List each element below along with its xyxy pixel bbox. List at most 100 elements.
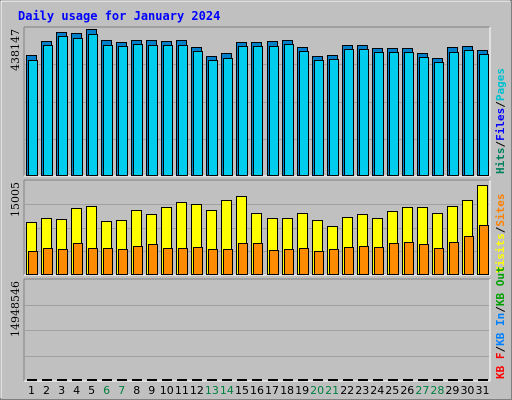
day-label: 5	[88, 384, 95, 397]
bar-sites	[103, 248, 113, 275]
bar-kb-f	[42, 379, 52, 381]
day-label: 11	[175, 384, 189, 397]
bar-sites	[344, 247, 354, 275]
legend-item: Sites	[494, 194, 507, 227]
bar-sites	[238, 243, 248, 275]
bar-kb-f	[237, 379, 247, 381]
bar-kb-f	[328, 379, 338, 381]
bar-sites	[464, 236, 474, 275]
bar-files	[449, 52, 459, 176]
bar-sites	[389, 243, 399, 275]
day-label: 23	[355, 384, 369, 397]
bar-kb-f	[207, 379, 217, 381]
bar-files	[148, 45, 158, 176]
bar-sites	[374, 247, 384, 275]
bar-sites	[193, 247, 203, 275]
day-label: 12	[190, 384, 204, 397]
day-label: 16	[250, 384, 264, 397]
chart-panels: 438147Hits/Files/Pages15005Visits/Sites1…	[9, 26, 507, 382]
bar-sites	[314, 251, 324, 275]
ytick-label: 14948546	[9, 281, 22, 337]
bar-files	[58, 36, 68, 176]
bar-kb-f	[418, 379, 428, 381]
bar-sites	[43, 248, 53, 275]
day-label: 9	[148, 384, 155, 397]
bar-sites	[269, 250, 279, 275]
bar-sites	[253, 243, 263, 275]
day-label: 10	[160, 384, 174, 397]
bar-kb-f	[478, 379, 488, 381]
bar-sites	[178, 248, 188, 275]
day-label: 4	[73, 384, 80, 397]
legend-kbytes: KB F/KB In/KB Out	[494, 266, 507, 379]
day-label: 7	[118, 384, 125, 397]
bar-kb-f	[463, 379, 473, 381]
bar-kb-f	[268, 379, 278, 381]
legend-item: /	[494, 101, 507, 108]
day-label: 17	[265, 384, 279, 397]
bar-kb-f	[298, 379, 308, 381]
bar-files	[133, 44, 143, 176]
bar-kb-f	[162, 379, 172, 381]
day-label: 30	[460, 384, 474, 397]
legend-item: Files	[494, 108, 507, 141]
bar-kb-f	[403, 379, 413, 381]
ytick-label: 15005	[9, 182, 22, 217]
bar-sites	[208, 249, 218, 275]
day-label: 1	[28, 384, 35, 397]
bar-kb-f	[448, 379, 458, 381]
bar-sites	[148, 244, 158, 275]
legend-visits-sites: Visits/Sites	[494, 194, 507, 274]
day-label: 8	[133, 384, 140, 397]
bar-sites	[404, 242, 414, 275]
bar-kb-f	[57, 379, 67, 381]
bar-files	[208, 60, 218, 176]
legend-item: KB In	[494, 313, 507, 346]
bar-files	[314, 60, 324, 176]
day-label: 24	[370, 384, 384, 397]
bar-kb-f	[117, 379, 127, 381]
day-label: 29	[445, 384, 459, 397]
legend-item: Pages	[494, 68, 507, 101]
bar-sites	[223, 249, 233, 275]
bar-files	[43, 45, 53, 176]
bar-files	[284, 44, 294, 176]
bar-kb-f	[192, 379, 202, 381]
day-label: 28	[430, 384, 444, 397]
bar-sites	[28, 251, 38, 275]
day-label: 20	[310, 384, 324, 397]
bar-kb-f	[222, 379, 232, 381]
bar-files	[359, 49, 369, 176]
bar-kb-f	[87, 379, 97, 381]
bar-kb-f	[283, 379, 293, 381]
day-labels: 1 2 3 4 5 6 7 8 9 10 11 12 13 14 15 16 17 18 19 20 21 22 23 24 2…	[28, 384, 489, 397]
bar-sites	[133, 246, 143, 275]
bar-kb-f	[27, 379, 37, 381]
legend-item: /	[494, 346, 507, 353]
bar-files	[464, 50, 474, 176]
bar-files	[73, 38, 83, 176]
bar-files	[479, 54, 489, 176]
bar-sites	[58, 249, 68, 275]
bar-sites	[329, 249, 339, 275]
day-label: 18	[280, 384, 294, 397]
bar-kb-f	[102, 379, 112, 381]
day-label: 6	[103, 384, 110, 397]
day-label: 15	[235, 384, 249, 397]
legend-item: Hits	[494, 148, 507, 175]
bar-sites	[449, 242, 459, 275]
bar-files	[299, 51, 309, 176]
bar-kb-f	[433, 379, 443, 381]
day-label: 22	[340, 384, 354, 397]
day-label: 25	[385, 384, 399, 397]
bar-kb-f	[177, 379, 187, 381]
bar-files	[103, 45, 113, 176]
legend-item: /	[494, 141, 507, 148]
day-label: 3	[58, 384, 65, 397]
bar-files	[163, 45, 173, 176]
bar-sites	[284, 249, 294, 275]
legend-item: KB Out	[494, 266, 507, 306]
